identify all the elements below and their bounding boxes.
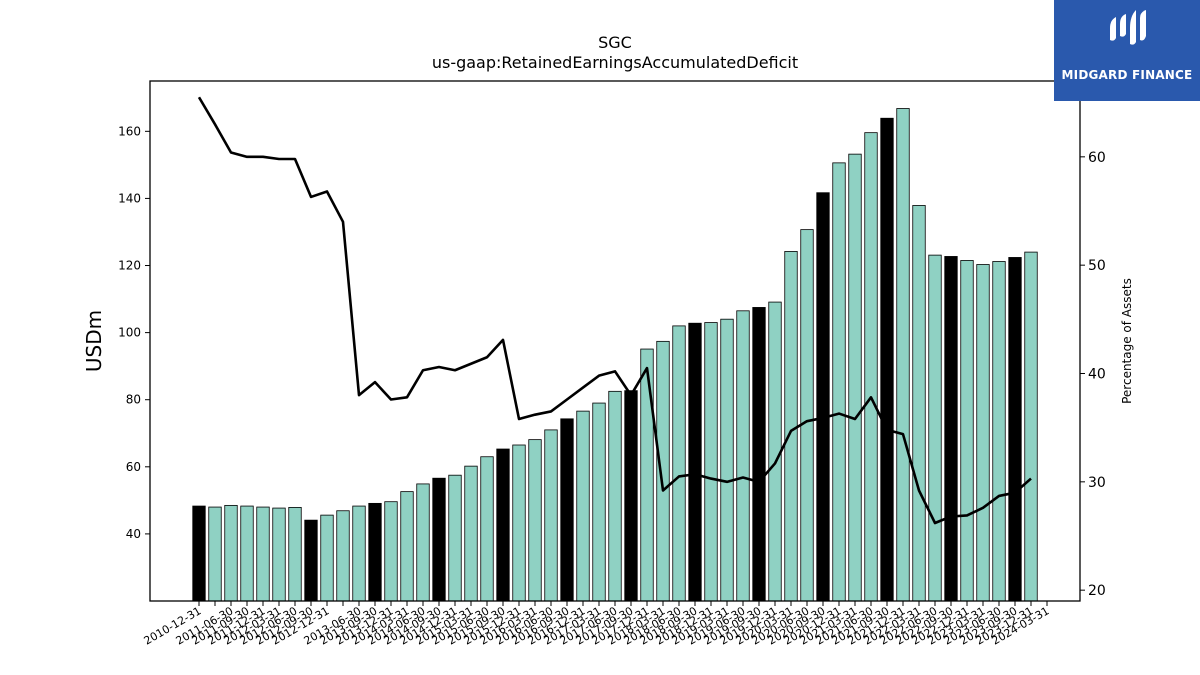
bar-2023-06-30	[992, 261, 1006, 602]
bar-2011-12-31	[256, 506, 270, 602]
bar-2020-12-31	[832, 162, 846, 602]
bar-2017-09-30	[624, 390, 638, 602]
bar-2019-03-31	[720, 318, 734, 602]
y-axis-right: 20 30 40 50 60	[1080, 150, 1106, 599]
y2-tick-label-20: 20	[1088, 583, 1106, 599]
x-axis: 2010-12-312011-06-302011-09-302011-12-31…	[142, 601, 1052, 648]
bar-2019-12-31	[768, 301, 782, 602]
bar-2021-12-31	[896, 108, 910, 602]
bar-2019-06-30	[736, 310, 750, 602]
logo-text: MIDGARD FINANCE	[1061, 68, 1193, 82]
bar-2023-12-31	[1024, 251, 1038, 602]
bar-2017-03-31	[592, 402, 606, 602]
bar-2021-06-30	[864, 132, 878, 602]
chart-title: SGC	[598, 33, 632, 52]
bar-2013-09-30	[368, 502, 382, 602]
percentage-line	[197, 96, 1032, 525]
bar-2016-09-30	[560, 418, 574, 602]
bar-2010-12-31	[192, 505, 206, 602]
y-tick-label-100: 100	[118, 326, 141, 340]
bar-2012-09-30	[304, 519, 318, 602]
bar-2011-03-31	[208, 506, 222, 602]
y-tick-label-120: 120	[118, 259, 141, 273]
bar-2022-12-31	[960, 260, 974, 602]
y2-tick-label-40: 40	[1088, 367, 1106, 383]
y-tick-label-60: 60	[126, 460, 141, 474]
bar-2017-06-30	[608, 390, 622, 602]
bar-2011-06-30	[224, 504, 238, 602]
y-tick-label-80: 80	[126, 393, 141, 407]
bar-2015-12-31	[512, 444, 526, 602]
bar-2013-03-31	[336, 510, 350, 602]
bar-2012-03-31	[272, 507, 286, 602]
bar-2012-06-30	[288, 506, 302, 602]
bar-2023-03-31	[976, 264, 990, 602]
bar-2014-09-30	[432, 477, 446, 602]
bar-2022-09-30	[944, 256, 958, 602]
bar-2020-03-31	[784, 251, 798, 602]
y2-axis-label: Percentage of Assets	[1120, 278, 1134, 404]
bar-2019-09-30	[752, 307, 766, 602]
y2-tick-label-30: 30	[1088, 475, 1106, 491]
y-tick-label-40: 40	[126, 527, 141, 541]
y-tick-label-160: 160	[118, 124, 141, 138]
bar-2022-03-31	[912, 205, 926, 602]
bar-2015-09-30	[496, 448, 510, 602]
bar-series	[192, 108, 1038, 602]
y2-tick-label-60: 60	[1088, 150, 1106, 166]
bar-2020-09-30	[816, 192, 830, 602]
y2-tick-label-50: 50	[1088, 258, 1106, 274]
bar-2013-12-31	[384, 501, 398, 602]
bar-2023-09-30	[1008, 257, 1022, 602]
bar-2013-06-30	[352, 505, 366, 602]
bar-2021-09-30	[880, 117, 894, 602]
bar-2021-03-31	[848, 153, 862, 602]
bar-2017-12-31	[640, 348, 654, 602]
bar-2014-03-31	[400, 491, 414, 602]
bar-2016-03-31	[528, 439, 542, 602]
bar-2018-09-30	[688, 322, 702, 602]
bar-2018-12-31	[704, 322, 718, 602]
chart-subtitle: us-gaap:RetainedEarningsAccumulatedDefic…	[432, 53, 798, 72]
y-tick-label-140: 140	[118, 191, 141, 205]
bar-2015-06-30	[480, 456, 494, 602]
bar-2020-06-30	[800, 229, 814, 602]
bar-2014-12-31	[448, 474, 462, 602]
midgard-logo-icon	[1110, 10, 1146, 45]
bar-2015-03-31	[464, 465, 478, 602]
y-axis-left: 40 60 80 100 120 140 160	[118, 124, 150, 541]
bar-2014-06-30	[416, 483, 430, 602]
bar-2018-03-31	[656, 340, 670, 602]
bar-2011-09-30	[240, 505, 254, 602]
bar-2012-12-31	[320, 514, 334, 602]
bar-2016-12-31	[576, 410, 590, 602]
bar-2022-06-30	[928, 254, 942, 602]
y-axis-label: USDm	[82, 310, 106, 372]
bar-2018-06-30	[672, 325, 686, 602]
midgard-finance-logo: MIDGARD FINANCE	[1054, 0, 1200, 101]
bar-2016-06-30	[544, 429, 558, 602]
